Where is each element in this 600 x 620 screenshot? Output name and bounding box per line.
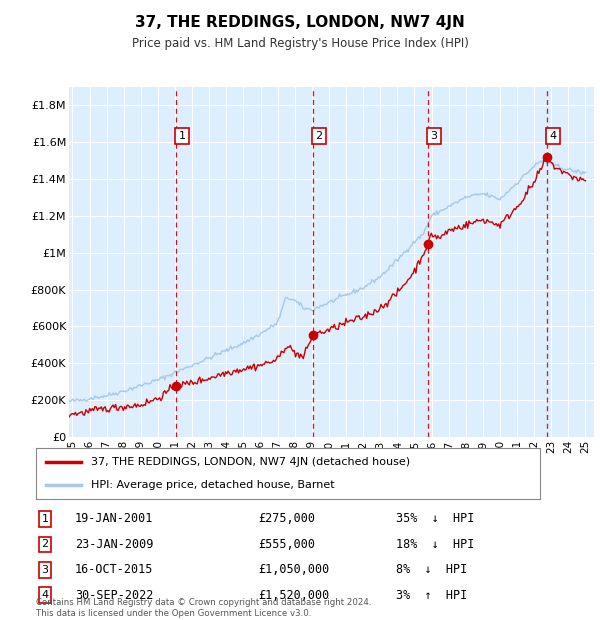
Text: 2: 2 [315, 131, 322, 141]
Text: £555,000: £555,000 [258, 538, 315, 551]
Text: 30-SEP-2022: 30-SEP-2022 [75, 589, 154, 601]
Text: Contains HM Land Registry data © Crown copyright and database right 2024.
This d: Contains HM Land Registry data © Crown c… [36, 598, 371, 618]
Text: 3%  ↑  HPI: 3% ↑ HPI [396, 589, 467, 601]
Text: £275,000: £275,000 [258, 513, 315, 525]
Text: 2: 2 [41, 539, 49, 549]
Text: 1: 1 [178, 131, 185, 141]
Text: 1: 1 [41, 514, 49, 524]
Text: HPI: Average price, detached house, Barnet: HPI: Average price, detached house, Barn… [91, 480, 335, 490]
Text: 19-JAN-2001: 19-JAN-2001 [75, 513, 154, 525]
Text: 37, THE REDDINGS, LONDON, NW7 4JN: 37, THE REDDINGS, LONDON, NW7 4JN [135, 16, 465, 30]
Text: 4: 4 [550, 131, 557, 141]
Text: £1,050,000: £1,050,000 [258, 564, 329, 576]
Text: 16-OCT-2015: 16-OCT-2015 [75, 564, 154, 576]
Text: 3: 3 [41, 565, 49, 575]
Text: 3: 3 [431, 131, 437, 141]
Text: Price paid vs. HM Land Registry's House Price Index (HPI): Price paid vs. HM Land Registry's House … [131, 37, 469, 50]
Text: £1,520,000: £1,520,000 [258, 589, 329, 601]
Text: 23-JAN-2009: 23-JAN-2009 [75, 538, 154, 551]
Text: 37, THE REDDINGS, LONDON, NW7 4JN (detached house): 37, THE REDDINGS, LONDON, NW7 4JN (detac… [91, 457, 410, 467]
Text: 4: 4 [41, 590, 49, 600]
Text: 8%  ↓  HPI: 8% ↓ HPI [396, 564, 467, 576]
Text: 18%  ↓  HPI: 18% ↓ HPI [396, 538, 475, 551]
Text: 35%  ↓  HPI: 35% ↓ HPI [396, 513, 475, 525]
